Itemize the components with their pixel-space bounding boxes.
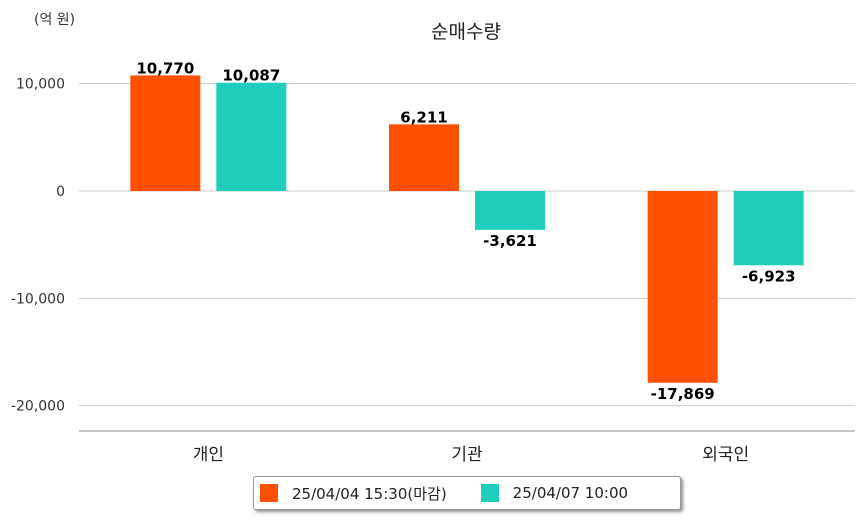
bar-series-2[interactable]: [216, 82, 287, 191]
legend: 25/04/04 15:30(마감) 25/04/07 10:00: [253, 476, 681, 510]
y-tick-label: -10,000: [11, 291, 65, 307]
data-label: -6,923: [742, 267, 796, 285]
chart-title: 순매수량: [431, 21, 501, 43]
data-label: -17,869: [651, 385, 715, 403]
data-labels: 10,770 10,087 6,211 -3,621 -17,869 -6,923: [136, 59, 795, 402]
unit-label: (억 원): [34, 12, 75, 28]
y-tick-label: 10,000: [16, 77, 65, 93]
bar-series-2[interactable]: [475, 191, 545, 230]
legend-swatch-series-2: [480, 484, 499, 502]
gridlines: [79, 83, 855, 407]
bar-series-1[interactable]: [389, 124, 459, 191]
legend-label-series-1: 25/04/04 15:30(마감): [292, 484, 447, 503]
legend-swatch-series-1: [260, 484, 278, 502]
data-label: 10,087: [222, 67, 280, 85]
data-label: 10,770: [136, 59, 194, 77]
legend-item-series-2[interactable]: 25/04/07 10:00: [480, 484, 629, 502]
x-tick-label: 외국인: [702, 445, 749, 465]
data-label: 6,211: [400, 108, 447, 126]
data-label: -3,621: [483, 232, 537, 250]
x-tick-label: 기관: [451, 445, 482, 465]
bars: [130, 75, 804, 383]
bar-series-1[interactable]: [130, 75, 201, 191]
x-axis-ticks: 개인 기관 외국인: [193, 445, 749, 465]
y-tick-label: 0: [56, 184, 65, 200]
legend-label-series-2: 25/04/07 10:00: [512, 484, 629, 502]
bar-series-1[interactable]: [647, 191, 718, 383]
bar-series-2[interactable]: [733, 191, 804, 266]
y-tick-label: -20,000: [11, 399, 65, 415]
legend-item-series-1[interactable]: 25/04/04 15:30(마감): [260, 483, 447, 504]
y-axis-ticks: 10,000 0 -10,000 -20,000: [11, 77, 65, 415]
x-tick-label: 개인: [193, 445, 224, 465]
